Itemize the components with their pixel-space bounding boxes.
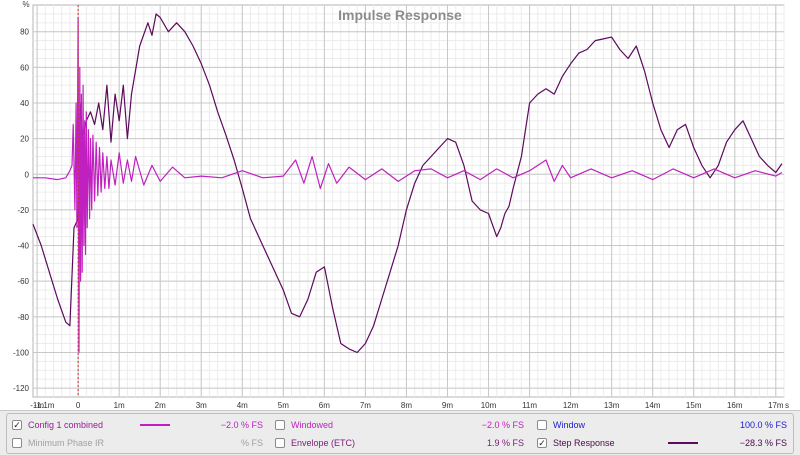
y-tick-label: -20 [17,206,29,215]
legend-panel: ✓ Config 1 combined −2.0 % FS Windowed −2.0 … [0,410,800,455]
x-tick-label: 1m [114,401,125,410]
y-axis-unit-label: % [22,0,29,9]
impulse-response-chart[interactable]: 80 60 40 20 0 -20 -40 -60 -80 -100 -120 -1.1m-1m 0 1… [0,0,800,410]
x-tick-label: 4m [237,401,248,410]
legend-item-windowed[interactable]: Windowed [275,415,333,435]
y-tick-label: -40 [17,242,29,251]
legend-line-swatch [668,442,698,444]
x-tick-label: 2m [155,401,166,410]
series-line-step-response [32,13,783,354]
legend-item-config-1-combined[interactable]: ✓ Config 1 combined [12,415,103,435]
legend-row: ✓ Config 1 combined −2.0 % FS Windowed −2.0 … [0,415,800,435]
legend-value: −2.0 % FS [220,420,263,430]
y-axis-ticks: 80 60 40 20 0 -20 -40 -60 -80 -100 -120 [13,28,30,393]
y-tick-label: -100 [13,348,30,357]
x-tick-label: -1.1m [34,401,55,410]
legend-row: Minimum Phase IR % FS Envelope (ETC) 1.9 % … [0,433,800,453]
series-line-config-1-combined [33,16,783,354]
legend-value: 100.0 % FS [739,420,787,430]
y-tick-label: -80 [17,313,29,322]
x-tick-label: 10m [481,401,497,410]
legend-checkbox-envelope-etc[interactable] [275,438,285,448]
x-tick-label: 12m [563,401,579,410]
x-tick-label: 5m [278,401,289,410]
legend-value: −2.0 % FS [481,420,524,430]
legend-item-envelope-etc[interactable]: Envelope (ETC) [275,433,355,453]
x-tick-label: 3m [196,401,207,410]
legend-checkbox-window[interactable] [537,420,547,430]
legend-value: 1.9 % FS [486,438,524,448]
y-tick-label: 0 [25,170,30,179]
x-tick-label: 16m [727,401,743,410]
legend-label: Window [553,420,586,430]
legend-checkbox-windowed[interactable] [275,420,285,430]
legend-value: % FS [240,438,263,448]
y-tick-label: 80 [20,28,29,37]
x-tick-label: 14m [645,401,661,410]
legend-item-window[interactable]: Window [537,415,585,435]
y-tick-label: -60 [17,277,29,286]
legend-checkbox-minimum-phase-ir[interactable] [12,438,22,448]
y-tick-label: 40 [20,99,29,108]
x-tick-label: 6m [319,401,330,410]
x-axis-ticks: -1.1m-1m 0 1m 2m 3m 4m 5m 6m 7m 8m 9m 10m 11m 12m 13m 1… [30,401,789,410]
x-tick-label: 9m [442,401,453,410]
x-tick-label: -1m [30,401,44,410]
legend-checkbox-step-response[interactable]: ✓ [537,437,547,448]
chart-title: Impulse Response [338,7,462,23]
x-tick-label: s [785,401,789,410]
y-tick-label: -120 [13,384,30,393]
legend-value: −28.3 % FS [739,438,787,448]
legend-label: Windowed [291,420,334,430]
legend-label: Minimum Phase IR [28,438,105,448]
x-tick-label: 0 [76,401,81,410]
legend-label: Step Response [553,438,615,448]
y-tick-label: 60 [20,63,29,72]
x-tick-label: 17m [768,401,784,410]
legend-item-minimum-phase-ir[interactable]: Minimum Phase IR [12,433,104,453]
legend-label: Config 1 combined [28,420,104,430]
x-tick-label: 13m [604,401,620,410]
x-tick-label: 8m [401,401,412,410]
legend-item-step-response[interactable]: ✓ Step Response [537,433,615,453]
chart-series [32,13,783,354]
legend-label: Envelope (ETC) [291,438,356,448]
x-tick-label: 11m [522,401,537,410]
legend-line-swatch [140,424,170,426]
x-tick-label: 7m [360,401,371,410]
x-tick-label: 15m [686,401,702,410]
legend-checkbox-config-1-combined[interactable]: ✓ [12,419,22,430]
y-tick-label: 20 [20,135,29,144]
legend-frame [6,413,794,454]
